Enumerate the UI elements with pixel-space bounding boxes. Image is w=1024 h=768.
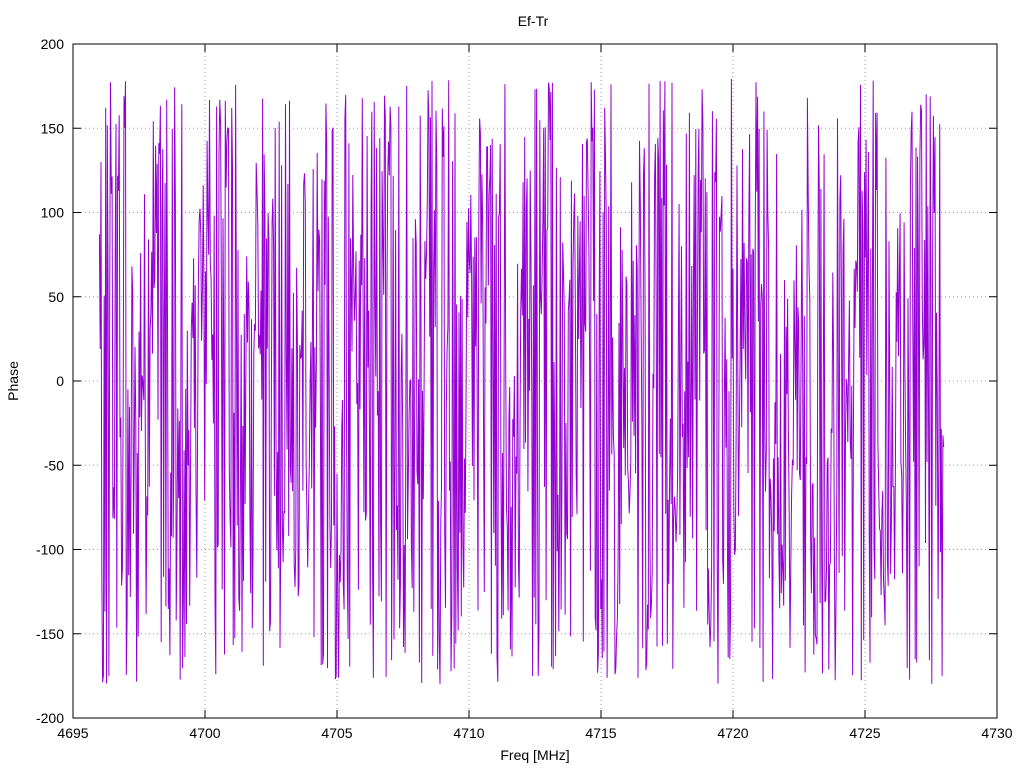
y-tick-label: 50 [48,289,64,305]
x-axis-label: Freq [MHz] [500,747,569,763]
x-tick-label: 4720 [717,725,748,741]
y-tick-label: 150 [41,120,65,136]
y-tick-label: -150 [36,626,64,642]
x-tick-label: 4695 [57,725,88,741]
y-tick-label: 100 [41,205,65,221]
series-layer [98,78,945,685]
y-axis-ticks: -200 -150 -100 -50 0 50 100 150 200 [36,36,997,726]
y-tick-label: -50 [44,457,64,473]
x-tick-label: 4725 [849,725,880,741]
phase-series-line [98,78,945,685]
chart-title: Ef-Tr [518,13,549,29]
x-tick-label: 4730 [981,725,1012,741]
x-tick-label: 4705 [321,725,352,741]
x-tick-label: 4700 [189,725,220,741]
x-tick-label: 4715 [585,725,616,741]
y-tick-label: 200 [41,36,65,52]
y-tick-label: 0 [56,373,64,389]
x-tick-label: 4710 [453,725,484,741]
x-axis-ticks: 4695 4700 4705 4710 4715 4720 4725 4730 [57,44,1013,741]
y-tick-label: -200 [36,710,64,726]
y-axis-label: Phase [5,361,21,401]
y-tick-label: -100 [36,542,64,558]
